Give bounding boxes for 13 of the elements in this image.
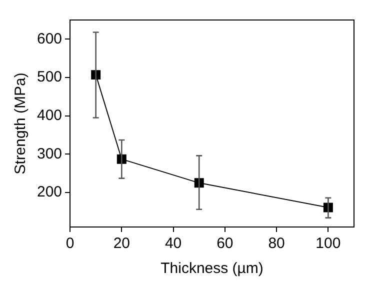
- y-tick-label: 600: [36, 30, 62, 48]
- x-tick-label: 100: [316, 235, 341, 252]
- x-tick-label: 60: [216, 235, 234, 252]
- y-tick-label: 300: [36, 145, 62, 162]
- x-tick-label: 40: [164, 235, 182, 252]
- x-tick-label: 80: [268, 235, 285, 252]
- y-tick-label: 200: [36, 184, 62, 201]
- x-axis-title: Thickness (µm): [160, 260, 264, 278]
- x-tick-label: 0: [66, 235, 74, 252]
- y-tick-label: 400: [36, 106, 62, 124]
- y-tick-label: 500: [36, 68, 62, 86]
- x-tick-label: 20: [113, 235, 130, 252]
- y-axis-title: Strength (MPa): [12, 72, 30, 174]
